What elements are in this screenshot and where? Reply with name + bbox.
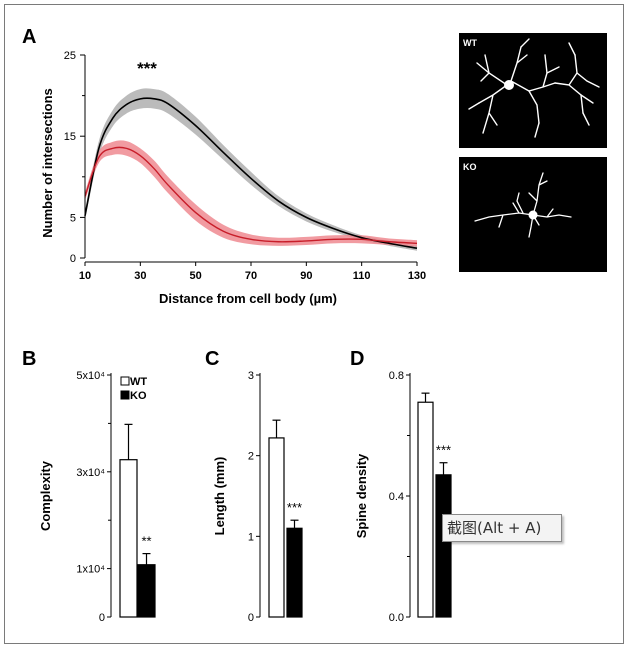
x-tick-label: 110	[353, 270, 371, 282]
panel-label-d: D	[350, 348, 365, 370]
y-tick-label: 25	[64, 50, 76, 62]
wt-bar	[417, 401, 434, 618]
y-tick-label: 1x10⁴	[76, 564, 105, 576]
ko-bar	[435, 474, 452, 618]
y-axis-label: Spine density	[354, 453, 369, 538]
wt-bar	[268, 437, 285, 618]
ko-neuron-image: KO	[459, 157, 607, 272]
y-tick-label: 5	[70, 212, 76, 224]
screenshot-tooltip: 截图(Alt + A)	[442, 514, 562, 542]
x-tick-label: 30	[134, 270, 146, 282]
wt-error-band	[85, 88, 417, 251]
y-tick-label: 2	[248, 451, 254, 463]
significance-stars: ***	[137, 59, 157, 78]
ko-image-label: KO	[463, 162, 477, 172]
x-tick-label: 90	[300, 270, 312, 282]
y-tick-label: 0	[248, 612, 254, 624]
ko-bar	[137, 564, 156, 618]
y-axis-label: Number of intersections	[40, 88, 55, 238]
wt-mean-line	[84, 97, 418, 250]
ko-error-band	[85, 140, 417, 247]
y-tick-label: 5x10⁴	[76, 370, 105, 382]
x-tick-label: 70	[245, 270, 257, 282]
x-axis-label: Distance from cell body (µm)	[159, 291, 337, 306]
x-tick-label: 50	[190, 270, 202, 282]
panel-label-c: C	[205, 348, 220, 370]
y-axis-label: Complexity	[38, 460, 53, 531]
significance-label: **	[141, 534, 151, 549]
spine-density-chart: 0.0 0.4 0.8 Spine density ***	[354, 370, 452, 624]
y-tick-label: 15	[64, 131, 76, 143]
y-tick-label: 0.8	[389, 370, 404, 382]
x-tick-label: 10	[79, 270, 91, 282]
legend-label-wt: WT	[130, 376, 147, 388]
ko-bar	[286, 527, 303, 618]
y-tick-label: 1	[248, 531, 254, 543]
wt-image-label: WT	[463, 38, 477, 48]
legend-swatch-ko	[120, 390, 130, 400]
significance-label: ***	[287, 500, 302, 515]
complexity-chart: 0 1x10⁴ 3x10⁴ 5x10⁴ Complexity ** WT KO	[38, 370, 156, 624]
panel-label-a: A	[22, 26, 37, 48]
y-axis-label: Length (mm)	[212, 457, 227, 536]
significance-label: ***	[436, 443, 451, 458]
y-tick-label: 3x10⁴	[76, 467, 105, 479]
ko-mean-line	[84, 146, 418, 245]
sholl-analysis-chart: 0 5 15 25 10 30 50 70 90 110 130 *** Distance fro…	[40, 50, 426, 306]
y-tick-label: 0	[70, 253, 76, 265]
y-tick-label: 0.0	[389, 612, 404, 624]
wt-neuron-image: WT	[459, 33, 607, 148]
y-tick-label: 3	[248, 370, 254, 382]
legend-swatch-wt	[120, 376, 130, 386]
wt-bar	[119, 459, 138, 618]
figure-frame	[4, 4, 624, 644]
length-chart: 0 1 2 3 Length (mm) ***	[212, 370, 303, 624]
y-tick-label: 0.4	[389, 491, 404, 503]
panel-label-b: B	[22, 348, 37, 370]
y-tick-label: 0	[99, 612, 105, 624]
x-tick-label: 130	[408, 270, 426, 282]
legend-label-ko: KO	[130, 390, 147, 402]
